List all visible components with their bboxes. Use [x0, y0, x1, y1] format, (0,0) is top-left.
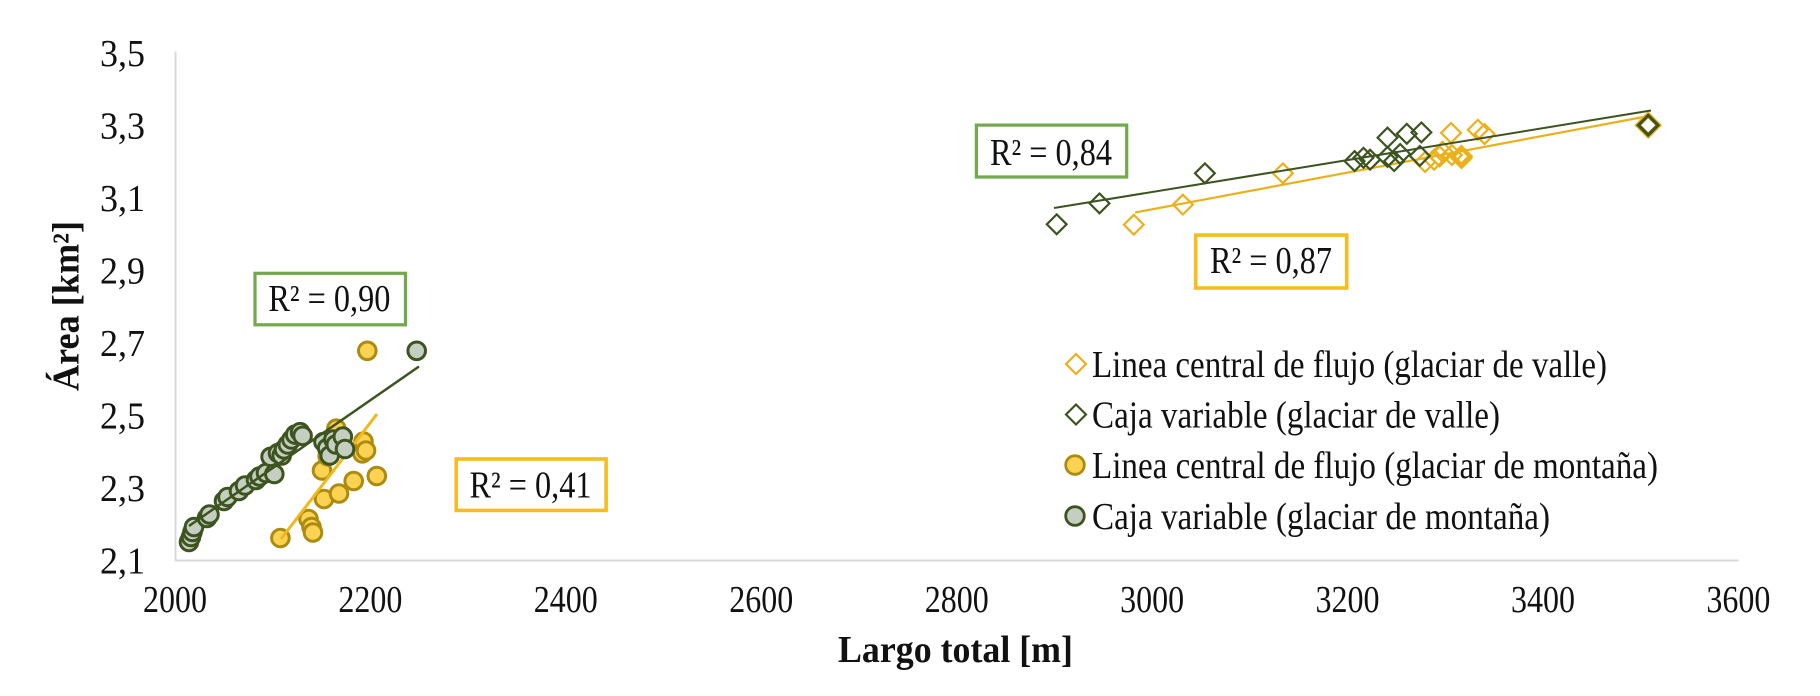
svg-text:Caja variable (glaciar de mont: Caja variable (glaciar de montaña) — [1092, 496, 1550, 538]
svg-text:2,7: 2,7 — [100, 323, 145, 365]
svg-text:2400: 2400 — [534, 579, 598, 621]
svg-text:2800: 2800 — [925, 579, 989, 621]
svg-text:R² = 0,90: R² = 0,90 — [268, 278, 390, 320]
svg-text:3600: 3600 — [1706, 579, 1770, 621]
svg-text:Linea central de flujo (glacia: Linea central de flujo (glaciar de monta… — [1092, 445, 1658, 487]
svg-text:2,3: 2,3 — [100, 468, 145, 510]
svg-text:R² = 0,84: R² = 0,84 — [990, 132, 1112, 174]
svg-text:3400: 3400 — [1511, 579, 1575, 621]
svg-text:Área [km²]: Área [km²] — [46, 221, 88, 391]
svg-text:2,9: 2,9 — [100, 251, 145, 293]
svg-text:Linea central de flujo (glacia: Linea central de flujo (glaciar de valle… — [1092, 344, 1607, 386]
svg-text:Largo total [m]: Largo total [m] — [838, 629, 1073, 671]
svg-text:2000: 2000 — [143, 579, 207, 621]
svg-text:2200: 2200 — [338, 579, 402, 621]
svg-text:3000: 3000 — [1120, 579, 1184, 621]
svg-text:R² = 0,41: R² = 0,41 — [470, 465, 592, 507]
svg-text:Caja variable (glaciar de vall: Caja variable (glaciar de valle) — [1092, 395, 1500, 437]
svg-text:2,5: 2,5 — [100, 396, 145, 438]
svg-text:2600: 2600 — [729, 579, 793, 621]
svg-text:3,1: 3,1 — [100, 178, 145, 220]
svg-text:R² = 0,87: R² = 0,87 — [1210, 240, 1332, 282]
svg-text:3,5: 3,5 — [100, 33, 145, 75]
svg-text:3200: 3200 — [1316, 579, 1380, 621]
svg-text:3,3: 3,3 — [100, 105, 145, 147]
svg-text:2,1: 2,1 — [100, 541, 145, 583]
